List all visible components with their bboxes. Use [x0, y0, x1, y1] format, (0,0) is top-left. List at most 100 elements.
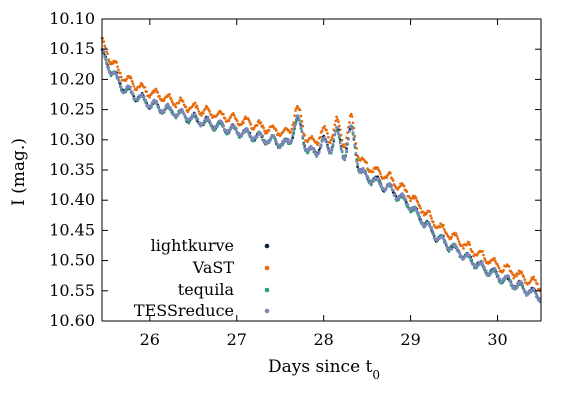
legend-label-tequila: tequila: [178, 280, 235, 299]
data-point: [337, 135, 341, 139]
data-point: [291, 123, 295, 127]
data-point: [462, 247, 465, 250]
data-point: [240, 135, 244, 138]
data-point: [290, 127, 294, 131]
data-point: [335, 115, 338, 119]
data-point: [337, 131, 340, 135]
data-point: [327, 151, 331, 155]
data-point: [117, 68, 120, 72]
data-point: [455, 246, 459, 250]
data-point: [361, 166, 365, 170]
data-point: [201, 111, 205, 115]
data-point: [278, 146, 282, 150]
data-point: [103, 54, 107, 58]
data-point: [249, 123, 253, 126]
y-tick-label: 10.30: [49, 130, 95, 149]
legend-marker-lightkurve: [264, 243, 270, 249]
data-point: [308, 148, 312, 151]
data-point: [297, 117, 301, 121]
data-point: [419, 206, 422, 210]
data-point: [364, 171, 368, 175]
data-point: [222, 112, 225, 116]
data-point: [132, 84, 136, 88]
data-point: [107, 60, 111, 63]
data-point: [416, 200, 420, 204]
data-point: [431, 233, 435, 237]
data-point: [282, 141, 285, 144]
data-point: [262, 126, 265, 130]
data-point: [177, 112, 181, 116]
data-point: [193, 112, 197, 116]
data-point: [222, 124, 225, 127]
data-point: [338, 141, 342, 145]
data-point: [509, 281, 513, 285]
data-point: [356, 162, 359, 166]
data-point: [137, 98, 140, 101]
y-tick-label: 10.35: [49, 160, 95, 179]
data-point: [301, 135, 305, 138]
data-point: [418, 204, 421, 208]
data-point: [353, 143, 357, 147]
data-point: [313, 149, 317, 152]
data-point: [243, 131, 246, 134]
data-point: [501, 279, 505, 283]
data-point: [389, 182, 392, 186]
data-point: [292, 131, 296, 135]
data-point: [532, 275, 536, 279]
data-point: [536, 282, 539, 286]
y-axis-label: I (mag.): [9, 138, 29, 206]
data-point: [365, 161, 369, 165]
data-point: [438, 225, 442, 229]
data-point: [355, 158, 359, 161]
x-tick-label: 30: [487, 330, 507, 349]
data-point: [421, 222, 424, 226]
data-point: [367, 176, 370, 180]
legend-marker-TESSreduce: [264, 308, 270, 314]
data-point: [143, 85, 147, 89]
data-point: [154, 87, 158, 91]
data-point: [351, 121, 355, 125]
data-point: [523, 278, 526, 281]
y-tick-label: 10.45: [49, 220, 95, 239]
data-point: [331, 144, 335, 148]
data-point: [454, 232, 458, 235]
data-point: [524, 290, 527, 294]
data-point: [168, 92, 171, 96]
data-point: [195, 104, 199, 108]
data-point: [193, 101, 197, 105]
data-point: [295, 120, 298, 123]
data-point: [295, 117, 298, 121]
data-point: [131, 82, 135, 86]
data-point: [327, 135, 330, 139]
data-point: [293, 114, 296, 118]
data-point: [409, 199, 412, 203]
data-point: [242, 121, 245, 125]
data-point: [129, 76, 133, 80]
data-point: [496, 275, 500, 279]
data-point: [494, 259, 497, 263]
data-point: [346, 141, 349, 145]
data-point: [208, 110, 212, 113]
data-point: [457, 250, 461, 254]
data-point: [292, 129, 296, 132]
data-point: [323, 125, 327, 128]
data-point: [431, 228, 434, 232]
data-point: [318, 136, 322, 139]
y-tick-label: 10.50: [49, 251, 95, 270]
data-point: [338, 139, 342, 143]
data-point: [333, 123, 337, 127]
data-point: [379, 172, 382, 175]
data-point: [430, 225, 433, 229]
legend-label-lightkurve: lightkurve: [151, 236, 234, 255]
x-axis-label-subscript: 0: [372, 368, 380, 382]
data-point: [497, 266, 501, 270]
data-point: [481, 260, 484, 264]
series-VaST: [100, 36, 542, 293]
data-point: [526, 292, 530, 296]
data-point: [351, 131, 355, 135]
data-point: [442, 223, 445, 227]
data-point: [180, 107, 183, 111]
data-point: [326, 132, 329, 135]
data-point: [320, 129, 324, 133]
